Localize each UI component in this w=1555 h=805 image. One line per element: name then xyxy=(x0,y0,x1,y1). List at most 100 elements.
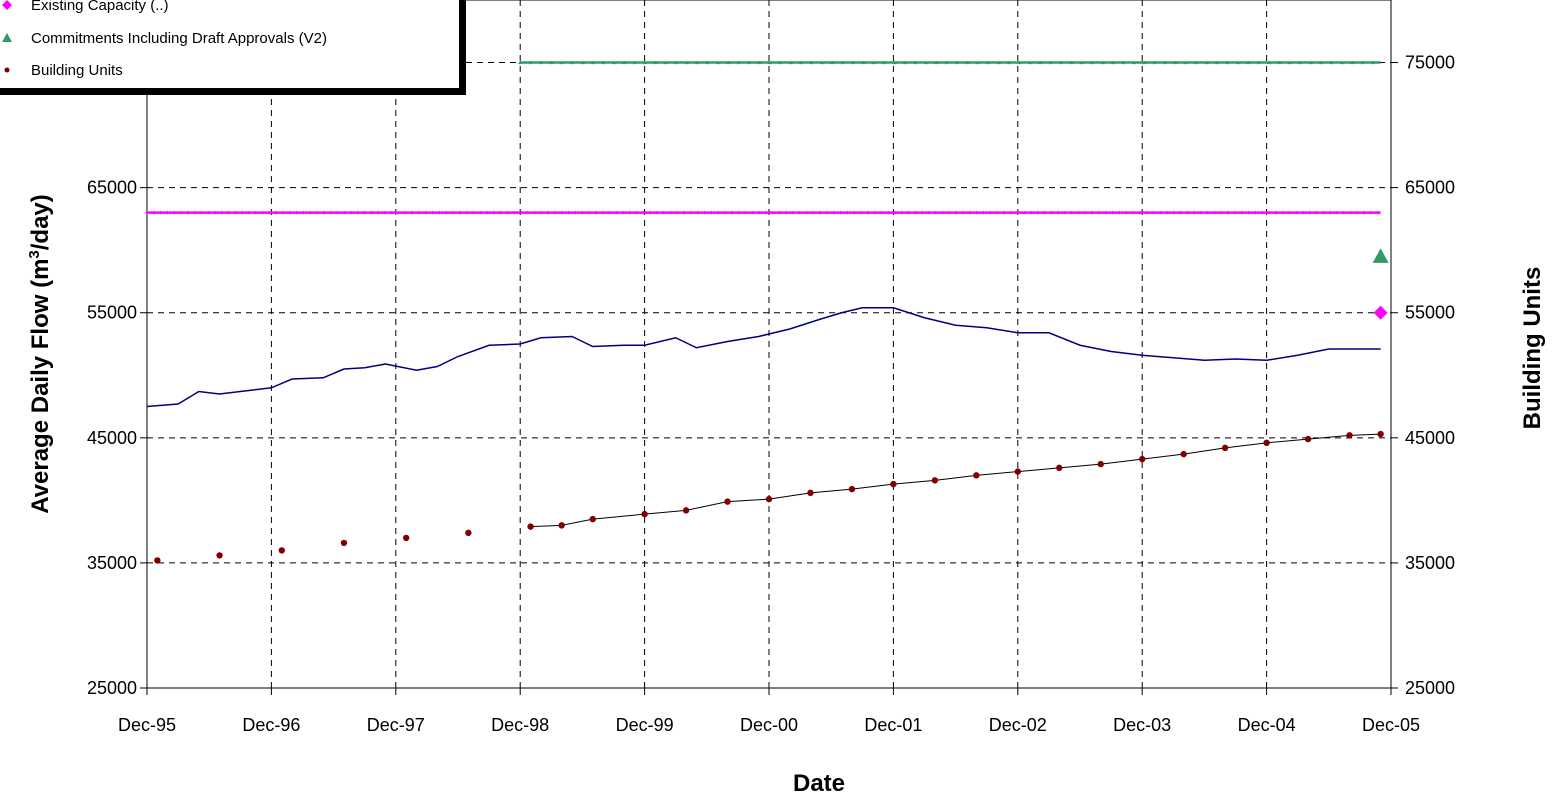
building-units-point xyxy=(403,535,409,541)
existing-capacity-point xyxy=(689,211,693,215)
existing-capacity-point xyxy=(274,211,278,215)
existing-capacity-point xyxy=(757,211,761,215)
x-tick-label: Dec-05 xyxy=(1362,715,1420,735)
existing-capacity-point xyxy=(234,211,238,215)
y-tick-label: 65000 xyxy=(87,178,137,198)
building-units-point xyxy=(341,540,347,546)
existing-capacity-point xyxy=(1267,211,1271,215)
y-axis-title-unit-tail: /day) xyxy=(27,194,54,250)
existing-capacity-point xyxy=(628,211,632,215)
existing-capacity-point xyxy=(648,211,652,215)
existing-capacity-point xyxy=(213,211,217,215)
existing-capacity-point xyxy=(587,211,591,215)
existing-capacity-point xyxy=(988,211,992,215)
existing-capacity-point xyxy=(1118,211,1122,215)
existing-capacity-point xyxy=(1342,211,1346,215)
existing-capacity-point xyxy=(560,211,564,215)
existing-capacity-point xyxy=(533,211,537,215)
existing-capacity-point xyxy=(261,211,265,215)
existing-capacity-point xyxy=(526,211,530,215)
existing-capacity-point xyxy=(730,211,734,215)
y2-tick-label: 25000 xyxy=(1405,678,1455,698)
existing-capacity-point xyxy=(145,211,149,215)
existing-capacity-point xyxy=(152,211,156,215)
existing-capacity-point xyxy=(1009,211,1013,215)
existing-capacity-point xyxy=(1165,211,1169,215)
existing-capacity-point xyxy=(1335,211,1339,215)
existing-capacity-point xyxy=(458,211,462,215)
legend-label: Commitments Including Draft Approvals (V… xyxy=(31,30,327,47)
existing-capacity-point xyxy=(546,211,550,215)
building-units-point xyxy=(807,490,813,496)
legend-label: Building Units xyxy=(31,62,123,79)
existing-capacity-point xyxy=(798,211,802,215)
existing-capacity-point xyxy=(288,211,292,215)
existing-capacity-point xyxy=(1179,211,1183,215)
building-units-point xyxy=(890,481,896,487)
existing-capacity-point xyxy=(1056,211,1060,215)
building-units-point xyxy=(1263,440,1269,446)
building-units-point xyxy=(1056,465,1062,471)
building-units-point xyxy=(849,486,855,492)
existing-capacity-point xyxy=(424,211,428,215)
existing-capacity-point xyxy=(349,211,353,215)
existing-capacity-point xyxy=(580,211,584,215)
existing-capacity-point xyxy=(1254,211,1258,215)
existing-capacity-point xyxy=(268,211,272,215)
existing-capacity-point xyxy=(1356,211,1360,215)
existing-capacity-point xyxy=(315,211,319,215)
existing-capacity-point xyxy=(451,211,455,215)
y2-tick-label: 65000 xyxy=(1405,178,1455,198)
y-axis-title-superscript: 3 xyxy=(26,250,43,258)
existing-capacity-point xyxy=(1158,211,1162,215)
existing-capacity-point xyxy=(410,211,414,215)
existing-capacity-point xyxy=(818,211,822,215)
building-units-point xyxy=(1098,461,1104,467)
existing-capacity-point xyxy=(927,211,931,215)
x-axis-title: Date xyxy=(793,770,845,797)
existing-capacity-point xyxy=(472,211,476,215)
existing-capacity-point xyxy=(240,211,244,215)
existing-capacity-point xyxy=(594,211,598,215)
existing-capacity-point xyxy=(608,211,612,215)
existing-capacity-point xyxy=(1192,211,1196,215)
y-axis-ticks: 2500035000450005500065000 xyxy=(87,178,147,698)
existing-capacity-point xyxy=(1199,211,1203,215)
existing-capacity-point xyxy=(825,211,829,215)
existing-capacity-point xyxy=(784,211,788,215)
existing-capacity-point xyxy=(159,211,163,215)
existing-capacity-point xyxy=(247,211,251,215)
existing-capacity-point xyxy=(376,211,380,215)
x-tick-label: Dec-97 xyxy=(367,715,425,735)
existing-capacity-point xyxy=(941,211,945,215)
existing-capacity-point xyxy=(1145,211,1149,215)
series-layer xyxy=(145,61,1388,564)
building-units-point xyxy=(766,496,772,502)
existing-capacity-point xyxy=(172,211,176,215)
existing-capacity-point xyxy=(1186,211,1190,215)
existing-capacity-point xyxy=(907,211,911,215)
legend-label: Existing Capacity (..) xyxy=(31,0,169,14)
existing-capacity-point xyxy=(329,211,333,215)
y-tick-label: 55000 xyxy=(87,303,137,323)
average-daily-flow-line xyxy=(147,308,1381,407)
existing-capacity-point xyxy=(1294,211,1298,215)
x-tick-label: Dec-96 xyxy=(242,715,300,735)
existing-capacity-point xyxy=(417,211,421,215)
existing-capacity-point xyxy=(478,211,482,215)
x-axis-ticks: Dec-95 Dec-96 Dec-97 Dec-98 Dec-99 Dec-00 Dec-… xyxy=(118,688,1420,735)
gridlines xyxy=(147,0,1391,688)
existing-capacity-point xyxy=(1247,211,1251,215)
existing-capacity-point xyxy=(1362,211,1366,215)
existing-capacity-point xyxy=(1131,211,1135,215)
existing-capacity-point xyxy=(886,211,890,215)
existing-capacity-point xyxy=(227,211,231,215)
existing-capacity-point xyxy=(1097,211,1101,215)
existing-capacity-point xyxy=(506,211,510,215)
x-tick-label: Dec-04 xyxy=(1238,715,1296,735)
existing-capacity-point xyxy=(179,211,183,215)
existing-capacity-point xyxy=(322,211,326,215)
existing-capacity-point xyxy=(540,211,544,215)
existing-capacity-point xyxy=(1274,211,1278,215)
existing-capacity-point xyxy=(839,211,843,215)
